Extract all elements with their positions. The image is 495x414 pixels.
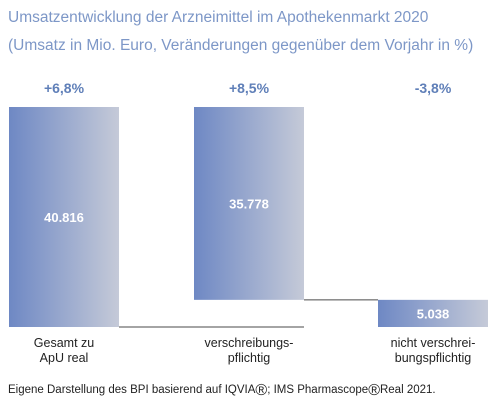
chart-subtitle: (Umsatz in Mio. Euro, Veränderungen gege… [8,37,474,54]
bar-1 [9,107,119,327]
category-label-1-line-2: ApU real [40,351,89,365]
value-label-1: 40.816 [44,210,84,225]
category-label-2-line-2: pflichtig [228,351,270,365]
bar-2 [194,107,304,300]
change-label-3: -3,8% [415,80,452,96]
source-text-1: Eigene Darstellung des BPI basierend auf… [8,384,256,396]
value-label-2: 35.778 [229,196,269,211]
change-label-2: +8,5% [229,80,270,96]
category-label-2-line-1: verschreibungs- [205,336,294,350]
category-label-1-line-1: Gesamt zu [34,336,94,350]
category-label-3-line-1: nicht verschrei- [391,336,476,350]
chart-title: Umsatzentwicklung der Arzneimittel im Ap… [8,9,429,26]
registered-mark-2: ® [368,382,380,399]
source-text-2: ; IMS Pharmascope [267,384,369,396]
category-label-3-line-2: bungspflichtig [395,351,471,365]
bar-3 [378,299,488,327]
source-note: Eigene Darstellung des BPI basierend auf… [8,382,493,399]
registered-mark-1: ® [255,382,268,399]
value-label-3: 5.038 [417,306,450,321]
source-text-3: Real 2021. [379,384,436,396]
change-label-1: +6,8% [44,80,85,96]
